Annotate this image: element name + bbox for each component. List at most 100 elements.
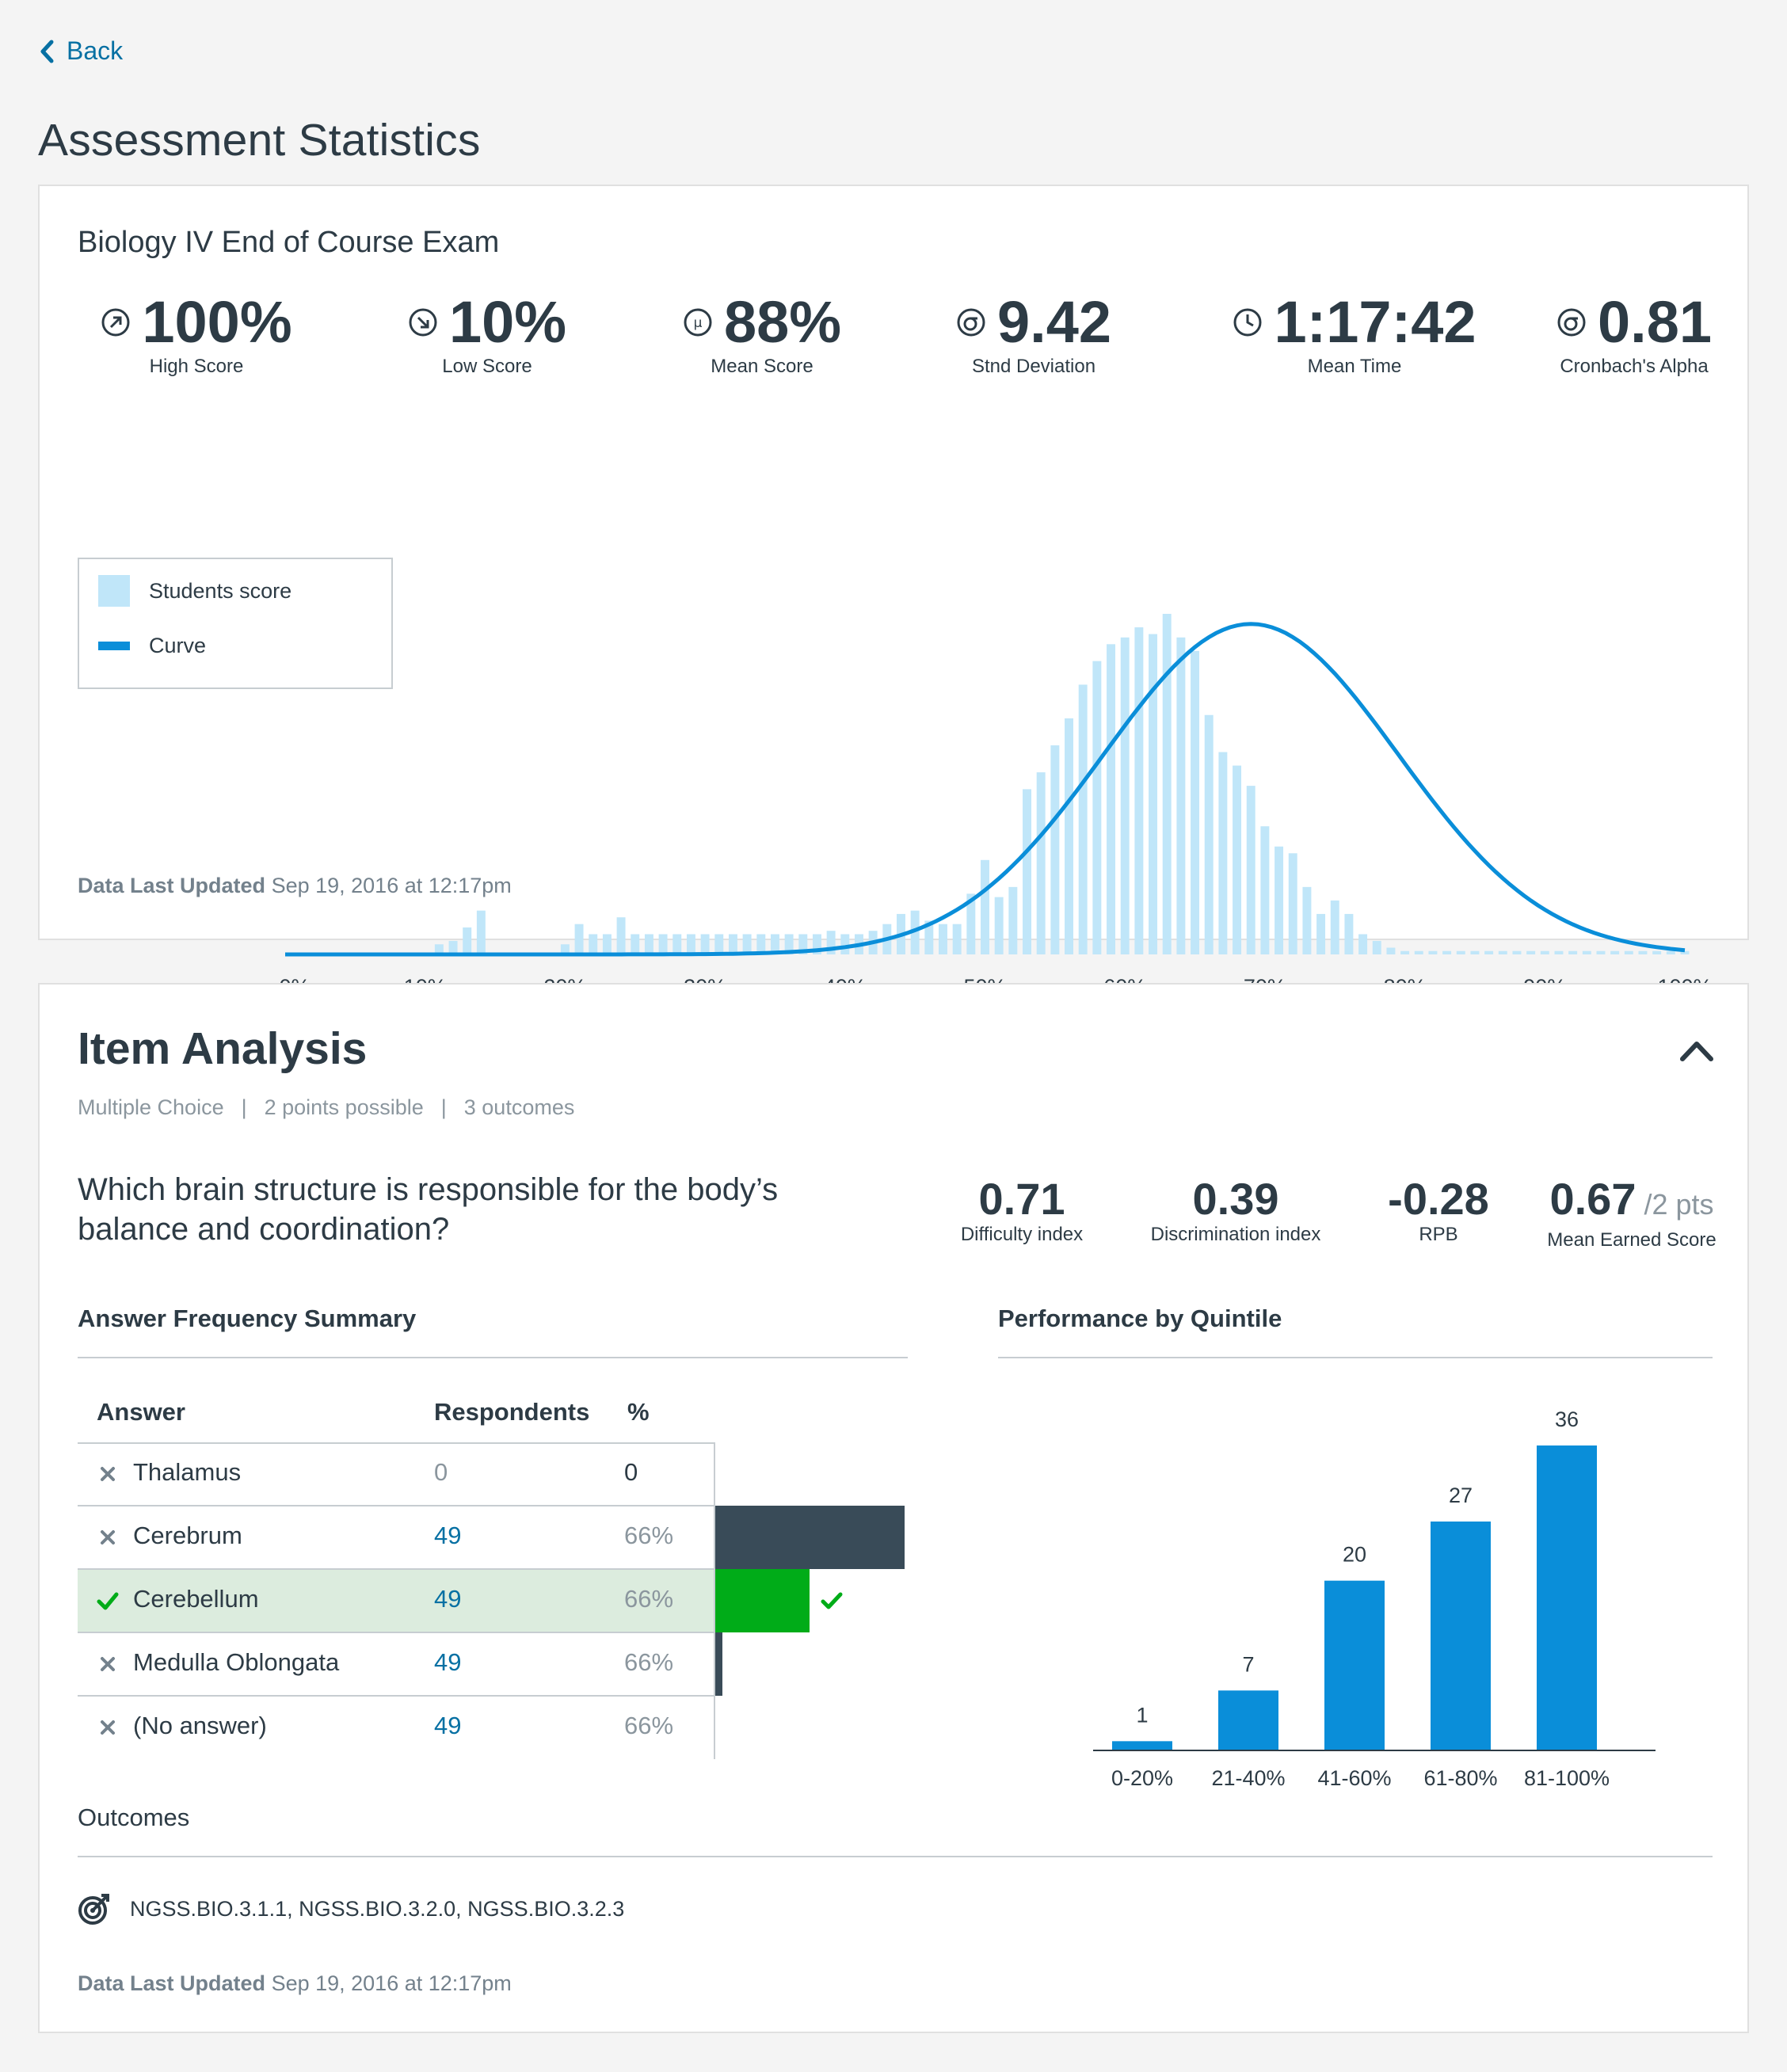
histogram-bar bbox=[1176, 637, 1186, 954]
normal-curve bbox=[285, 622, 1686, 957]
answer-row: Thalamus 0 0 bbox=[78, 1442, 984, 1506]
row-divider bbox=[78, 1442, 714, 1444]
histogram-bar bbox=[784, 934, 794, 954]
back-link[interactable]: Back bbox=[36, 36, 123, 66]
histogram-bar bbox=[1344, 913, 1354, 954]
stat-value: 10% bbox=[448, 289, 567, 355]
percent-value: 66% bbox=[624, 1648, 674, 1676]
outcomes-row: NGSS.BIO.3.1.1, NGSS.BIO.3.2.0, NGSS.BIO… bbox=[78, 1892, 624, 1925]
item-analysis-title: Item Analysis bbox=[78, 1023, 368, 1074]
stat-label: Difficulty index bbox=[960, 1224, 1084, 1245]
divider bbox=[78, 1856, 1713, 1857]
histogram-bar bbox=[1260, 826, 1270, 954]
row-divider bbox=[78, 1505, 714, 1506]
histogram-bar bbox=[1442, 950, 1452, 954]
stat-label: Mean Time bbox=[1307, 356, 1402, 377]
legend-label: Curve bbox=[149, 634, 207, 657]
histogram-bar bbox=[1638, 950, 1648, 954]
histogram-bar bbox=[1246, 786, 1255, 954]
chevron-up-icon[interactable] bbox=[1678, 1037, 1716, 1064]
column-header-answer[interactable]: Answer bbox=[97, 1398, 185, 1426]
column-header-respondents[interactable]: Respondents bbox=[434, 1398, 590, 1426]
legend-swatch-line bbox=[98, 642, 130, 650]
histogram-bar bbox=[939, 924, 947, 954]
x-tick-label: 81-100% bbox=[1524, 1766, 1610, 1790]
histogram-bar bbox=[924, 920, 934, 954]
histogram-bar bbox=[644, 934, 653, 954]
histogram-bar bbox=[1092, 661, 1102, 954]
histogram-bar bbox=[463, 927, 472, 954]
stat-value: 0.71 bbox=[978, 1174, 1065, 1224]
stat-label: Mean Score bbox=[711, 356, 813, 377]
histogram-bar bbox=[1330, 900, 1339, 954]
score-distribution-chart: 0%10%20%30%40%50%60%70%80%90%100% bbox=[279, 614, 1713, 999]
arrow-up-right-icon bbox=[101, 308, 130, 337]
histogram-bar bbox=[1233, 765, 1242, 954]
answer-row: (No answer) 49 66% bbox=[78, 1696, 984, 1759]
item-outcome-count: 3 outcomes bbox=[463, 1095, 575, 1119]
updated-label: Data Last Updated bbox=[78, 1971, 266, 1995]
histogram-bar bbox=[1652, 950, 1662, 954]
histogram-bar bbox=[728, 934, 737, 954]
sigma-icon bbox=[957, 308, 985, 337]
histogram-bar bbox=[1400, 950, 1410, 954]
back-label: Back bbox=[67, 36, 124, 65]
stat-high-score: 100% High Score bbox=[70, 289, 323, 378]
stat-label: Low Score bbox=[442, 356, 532, 377]
outcomes-title: Outcomes bbox=[78, 1803, 190, 1831]
arrow-down-right-icon bbox=[409, 308, 437, 337]
quintile-bar bbox=[1324, 1580, 1385, 1750]
x-tick-label: 41-60% bbox=[1317, 1766, 1391, 1790]
quintile-bar bbox=[1218, 1690, 1278, 1750]
histogram-bar bbox=[658, 934, 668, 954]
item-analysis-card: Item Analysis Multiple Choice | 2 points… bbox=[38, 983, 1749, 2033]
check-icon bbox=[821, 1592, 843, 1609]
row-background bbox=[78, 1569, 714, 1632]
check-icon bbox=[97, 1592, 119, 1610]
frequency-bar bbox=[714, 1632, 722, 1696]
column-header-percent[interactable]: % bbox=[627, 1398, 650, 1426]
histogram-bar bbox=[742, 934, 752, 954]
item-points: 2 points possible bbox=[264, 1095, 424, 1119]
stat-value: 9.42 bbox=[996, 289, 1112, 355]
respondents-link[interactable]: 49 bbox=[434, 1712, 462, 1739]
respondents-link: 0 bbox=[434, 1458, 448, 1486]
stat-mean-time: 1:17:42 Mean Time bbox=[1204, 289, 1505, 378]
histogram-bar bbox=[1470, 950, 1480, 954]
stat-label: Discrimination index bbox=[1150, 1224, 1321, 1245]
histogram-bar bbox=[1666, 950, 1675, 954]
respondents-link[interactable]: 49 bbox=[434, 1648, 462, 1676]
percent-value: 66% bbox=[624, 1585, 674, 1613]
histogram-bar bbox=[1302, 886, 1312, 954]
assessment-summary-card: Biology IV End of Course Exam 100% High … bbox=[38, 185, 1749, 999]
stat-value: 100% bbox=[142, 289, 292, 355]
histogram-bar bbox=[1386, 947, 1396, 954]
legend-label: Students score bbox=[149, 578, 292, 603]
histogram-bar bbox=[1512, 950, 1522, 954]
x-tick-label: 61-80% bbox=[1423, 1766, 1497, 1790]
answer-text: Medulla Oblongata bbox=[133, 1648, 340, 1676]
percent-value: 0 bbox=[624, 1458, 638, 1486]
histogram-bar bbox=[1526, 950, 1536, 954]
respondents-link[interactable]: 49 bbox=[434, 1522, 462, 1549]
histogram-bar bbox=[1120, 637, 1130, 954]
histogram-bar bbox=[1582, 950, 1591, 954]
histogram-bar bbox=[476, 910, 486, 954]
answer-row: Cerebellum 49 66% bbox=[78, 1569, 984, 1632]
histogram-bar bbox=[1372, 940, 1381, 954]
stat-mean-score: µ 88% Mean Score bbox=[635, 289, 889, 378]
respondents-link[interactable]: 49 bbox=[434, 1585, 462, 1613]
x-icon bbox=[101, 1530, 115, 1544]
histogram-bar bbox=[1078, 684, 1088, 954]
x-icon bbox=[101, 1467, 115, 1481]
chevron-left-icon bbox=[40, 40, 54, 63]
histogram-bar bbox=[1540, 950, 1549, 954]
stat-std-deviation: 9.42 Stnd Deviation bbox=[907, 289, 1160, 378]
data-label: 20 bbox=[1343, 1543, 1366, 1567]
histogram-bar bbox=[1498, 950, 1507, 954]
frequency-bar bbox=[714, 1506, 905, 1569]
quintile-bar bbox=[1537, 1445, 1597, 1750]
x-icon bbox=[101, 1657, 115, 1671]
stat-value: 0.39 bbox=[1192, 1174, 1279, 1224]
answer-text: Cerebrum bbox=[133, 1522, 242, 1549]
